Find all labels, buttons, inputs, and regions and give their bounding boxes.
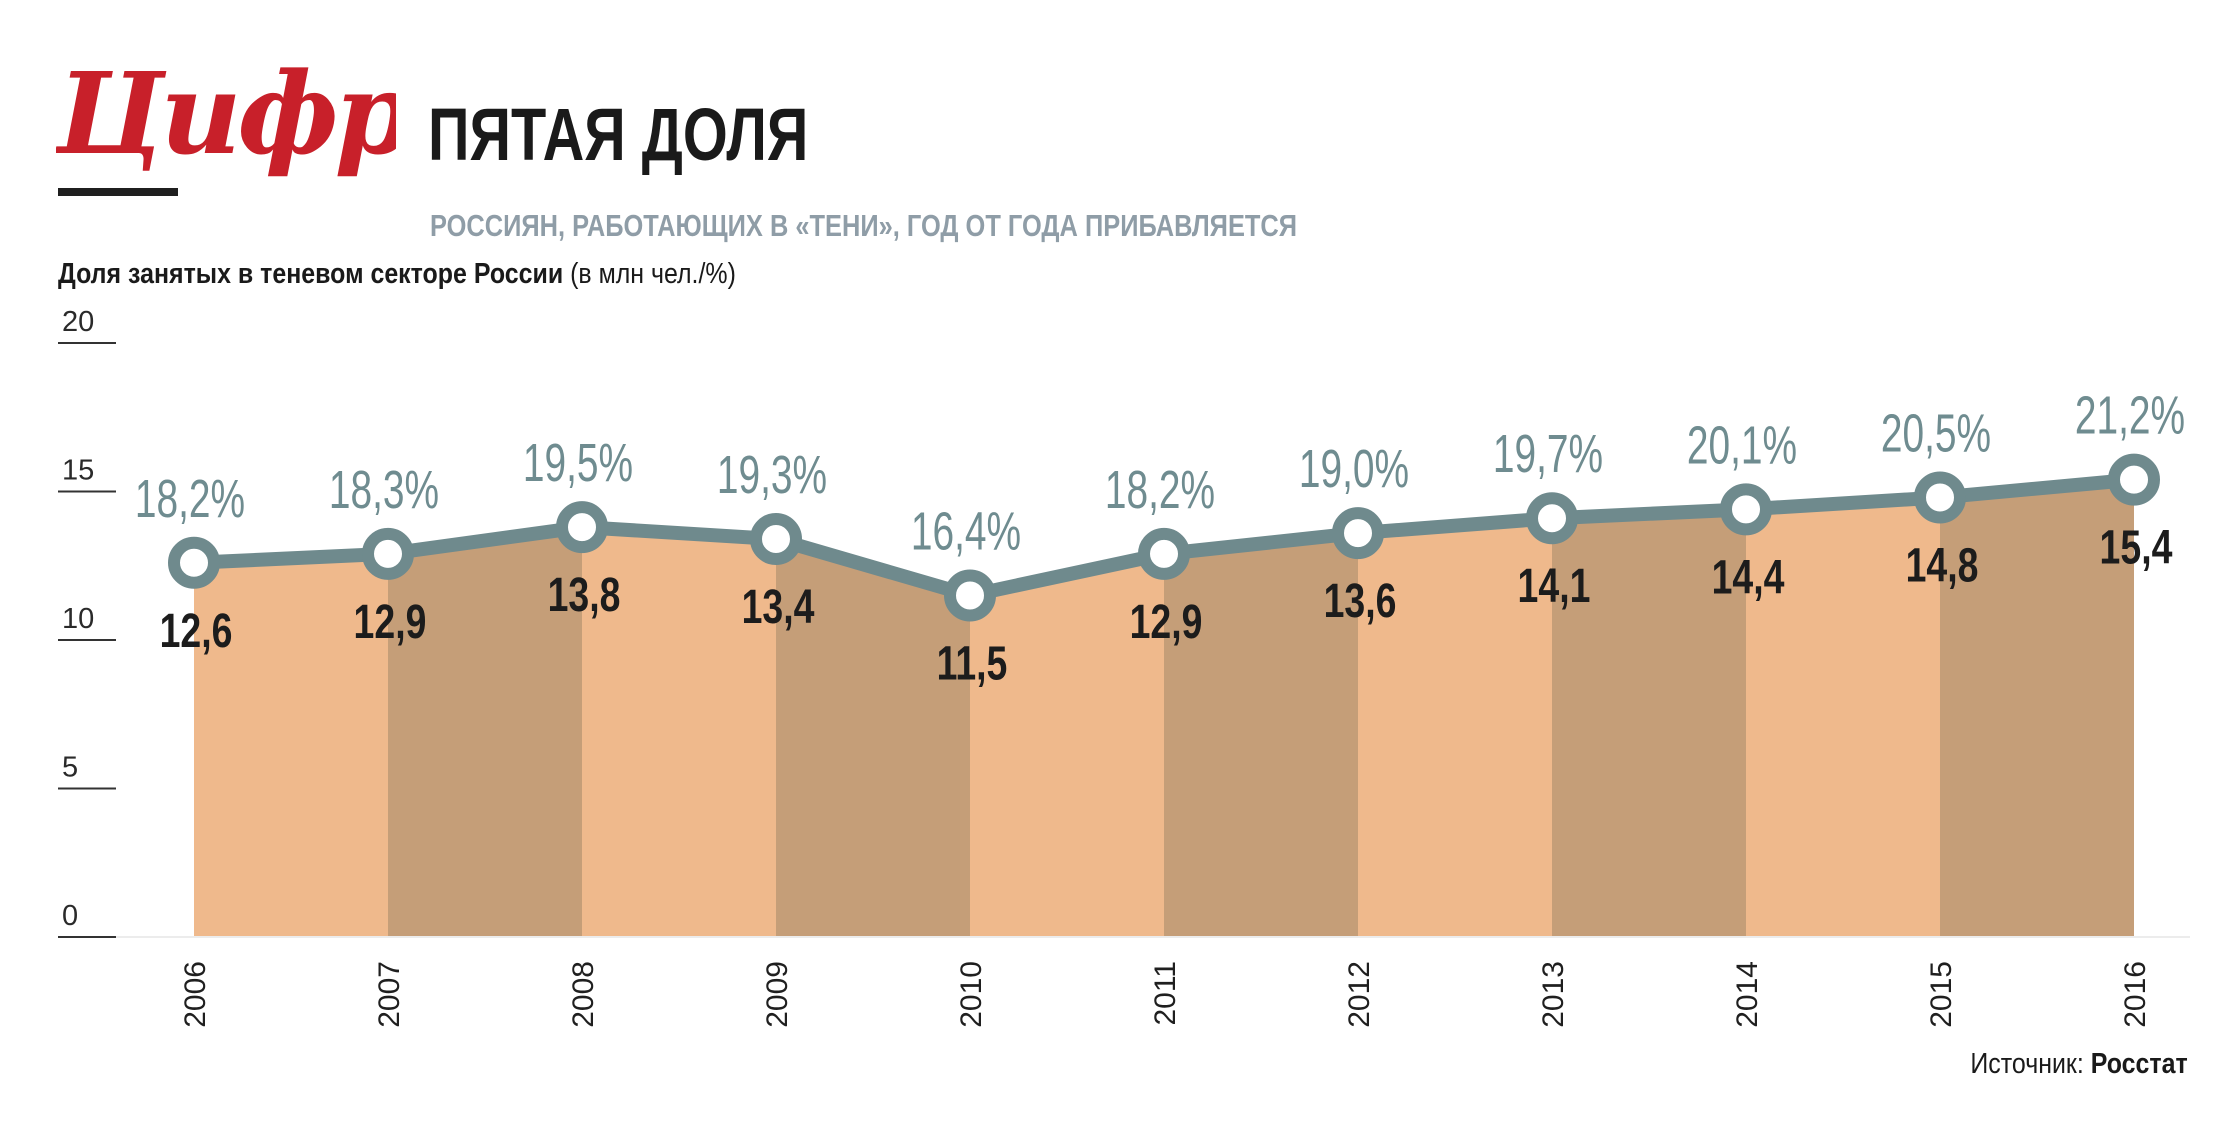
percent-label: 20,5% (1881, 402, 1991, 463)
percent-label: 19,0% (1299, 438, 1409, 499)
value-label: 14,4 (1712, 551, 1785, 605)
logo-text: Цифры (56, 49, 396, 180)
x-axis: 2006 2007 2008 2009 2010 2011 2012 2013 2014 2015… (116, 936, 2190, 1028)
x-tick-label: 2007 (373, 961, 406, 1028)
data-point (1526, 492, 1578, 545)
y-tick-label: 5 (62, 752, 78, 784)
x-tick-label: 2008 (567, 961, 600, 1028)
area-band (194, 553, 388, 937)
x-tick-label: 2013 (1537, 961, 1570, 1028)
x-tick-label: 2014 (1731, 961, 1764, 1028)
value-label: 12,6 (160, 604, 233, 658)
data-point (944, 569, 996, 622)
chart-title-bold: Доля занятых в теневом секторе России (58, 258, 564, 290)
data-point (1138, 527, 1190, 580)
source-prefix: Источник: (1970, 1048, 2092, 1080)
value-label: 15,4 (2100, 521, 2173, 575)
area-bands (194, 479, 2134, 937)
value-label: 14,1 (1518, 560, 1591, 614)
y-tick-label: 15 (62, 455, 94, 487)
data-point (2108, 453, 2160, 506)
data-point (1914, 471, 1966, 524)
value-label: 14,8 (1906, 539, 1979, 593)
value-label: 11,5 (937, 637, 1008, 691)
area-band (1552, 509, 1746, 937)
area-band (388, 527, 582, 937)
percent-label: 19,3% (717, 444, 827, 505)
percent-label: 18,3% (329, 459, 439, 520)
percent-label: 18,2% (135, 467, 245, 528)
value-label: 12,9 (354, 595, 427, 649)
data-point (1720, 483, 1772, 536)
logo-underline (58, 188, 178, 196)
area-band (776, 539, 970, 937)
x-tick-label: 2006 (179, 961, 212, 1028)
percent-label: 19,7% (1493, 423, 1603, 484)
y-axis: 0 5 10 15 20 (58, 306, 116, 938)
page-subtitle: РОССИЯН, РАБОТАЮЩИХ В «ТЕНИ», ГОД ОТ ГОД… (430, 208, 1298, 243)
area-band (582, 527, 776, 937)
x-tick-label: 2010 (955, 961, 988, 1028)
x-tick-label: 2009 (761, 961, 794, 1028)
data-point (362, 527, 414, 580)
percent-label: 18,2% (1105, 459, 1215, 520)
percent-label: 16,4% (911, 500, 1021, 561)
y-tick-label: 20 (62, 306, 94, 338)
value-label: 12,9 (1130, 595, 1203, 649)
source-note: Источник: Росстат (1971, 1048, 2188, 1081)
area-band (970, 553, 1164, 937)
page-title: ПЯТАЯ ДОЛЯ (428, 93, 809, 176)
area-band (1940, 479, 2134, 937)
area-band (1358, 518, 1552, 937)
value-label: 13,8 (548, 569, 621, 623)
data-point (750, 513, 802, 566)
logo-tsifry: Цифры (56, 49, 396, 180)
x-tick-label: 2015 (1925, 961, 1958, 1028)
x-tick-label: 2011 (1149, 961, 1182, 1026)
value-label: 13,4 (742, 581, 815, 635)
series-markers (168, 453, 2160, 622)
chart-title: Доля занятых в теневом секторе России (в… (58, 258, 736, 291)
y-tick-label: 10 (62, 603, 94, 635)
y-tick-label: 0 (62, 900, 78, 932)
data-point (556, 501, 608, 554)
percent-label: 21,2% (2075, 384, 2185, 445)
data-point (1332, 507, 1384, 560)
percent-label: 20,1% (1687, 414, 1797, 475)
x-tick-label: 2016 (2119, 961, 2152, 1028)
x-tick-label: 2012 (1343, 961, 1376, 1028)
area-band (1164, 533, 1358, 937)
source-name: Росстат (2091, 1048, 2188, 1080)
percent-label: 19,5% (523, 432, 633, 493)
chart-title-units: (в млн чел./%) (563, 258, 736, 290)
data-labels: 18,2% 12,6 18,3% 12,9 19,5% 13,8 19,3% 13,4 16,4… (135, 384, 2185, 690)
value-label: 13,6 (1324, 575, 1397, 629)
data-point (168, 536, 220, 589)
area-band (1746, 497, 1940, 937)
